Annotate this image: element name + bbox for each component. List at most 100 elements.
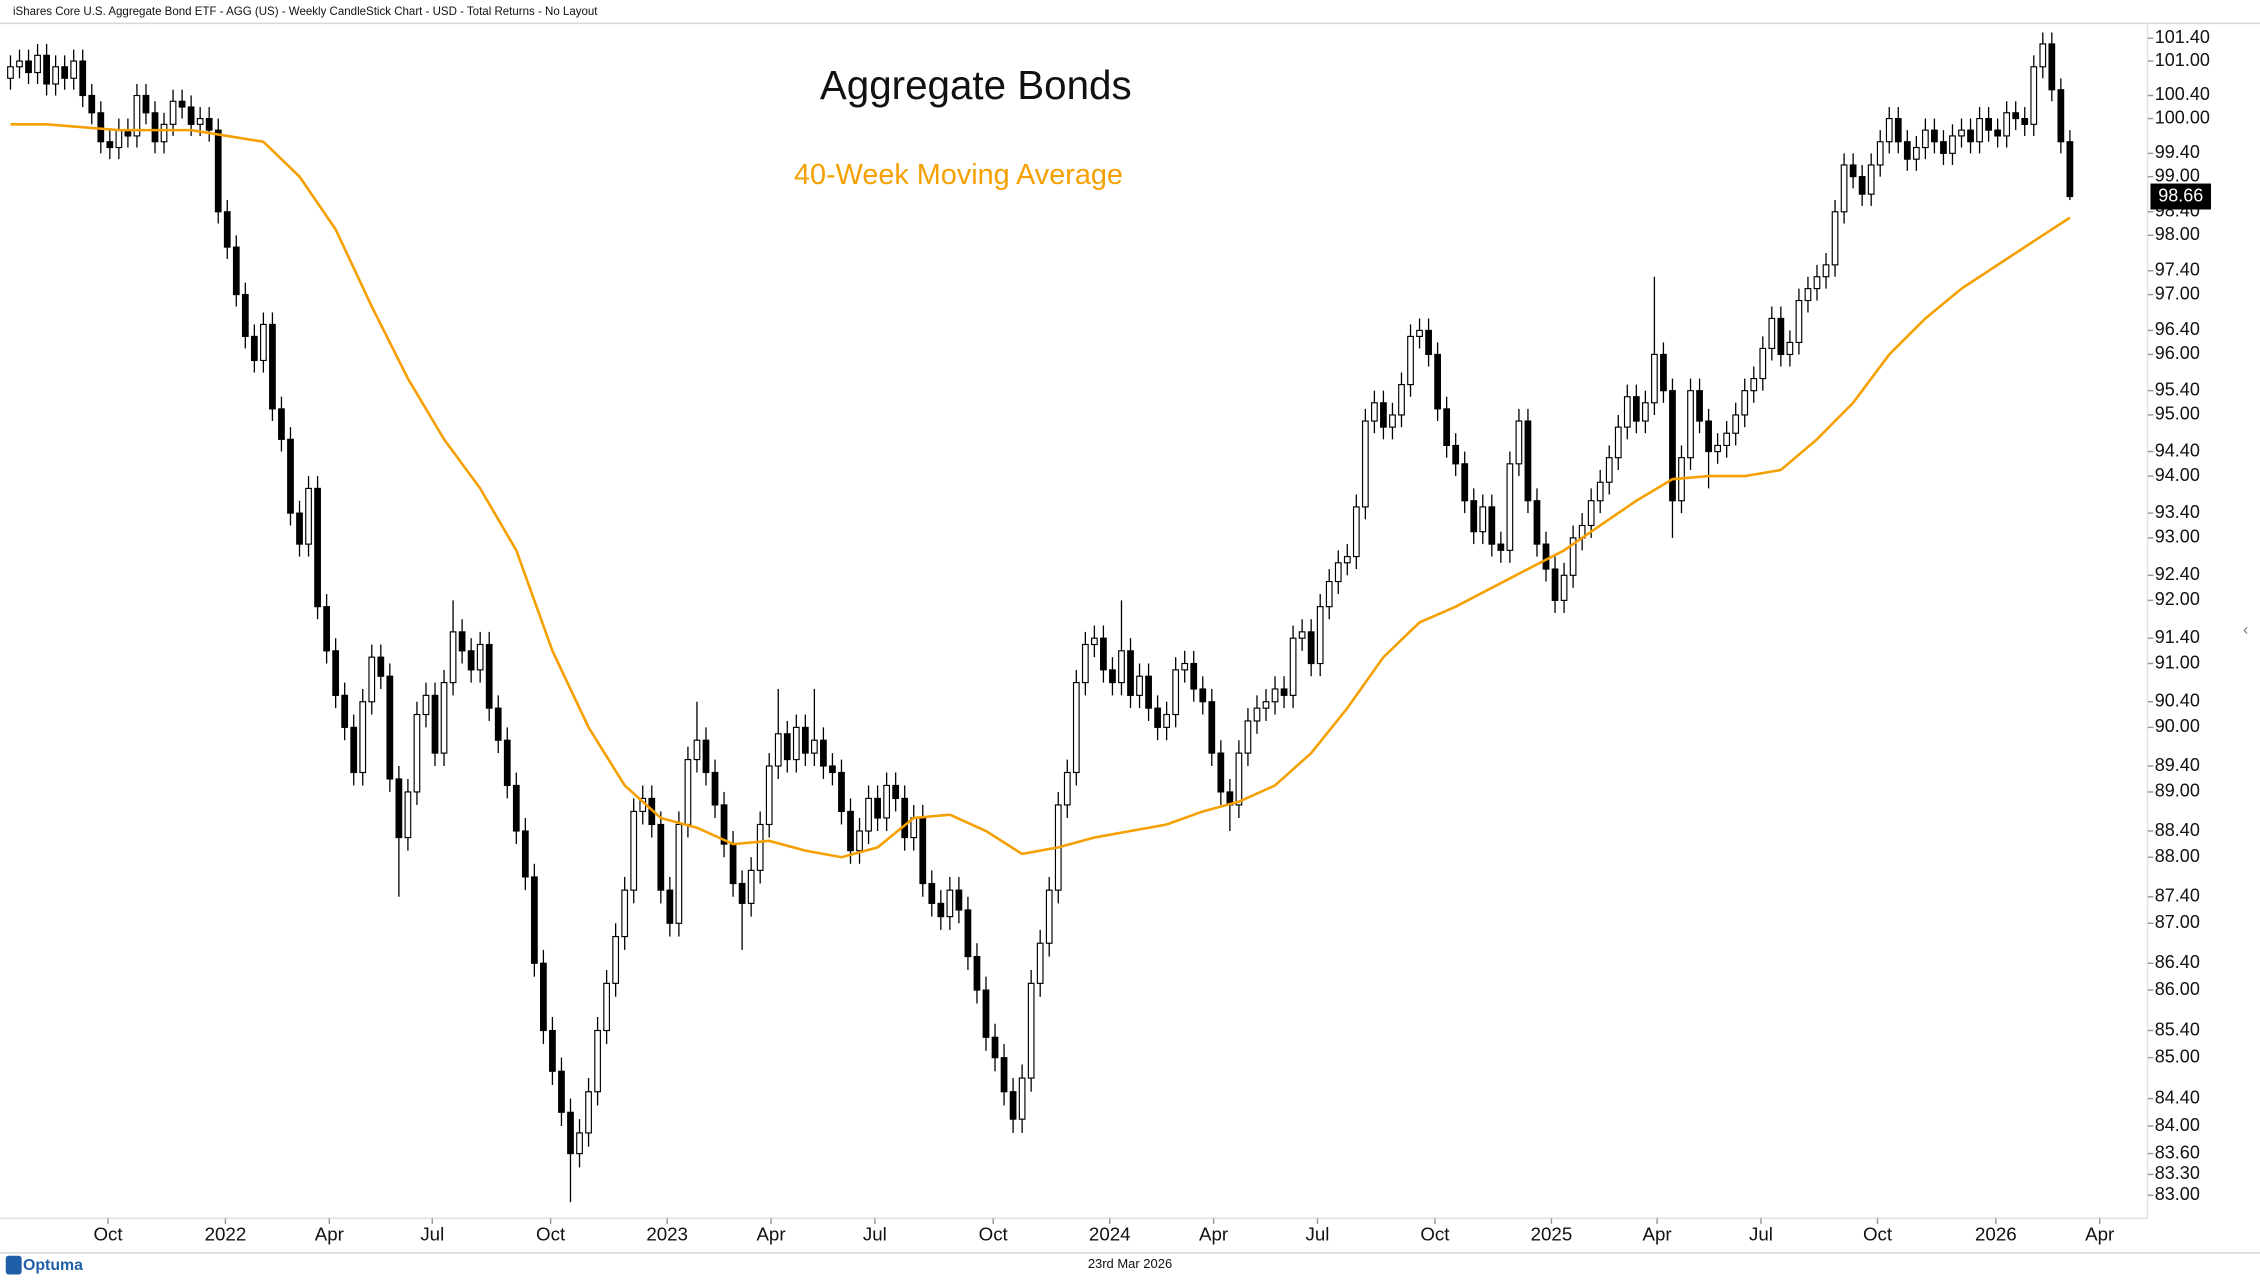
candle-body: [1623, 396, 1631, 428]
candle-body: [1885, 117, 1893, 143]
candle-body: [621, 889, 629, 938]
candle-body: [1334, 562, 1342, 583]
candle-body: [594, 1029, 601, 1093]
y-tick-label: 91.40: [2155, 627, 2200, 647]
candle-body: [1389, 414, 1396, 428]
candle-body: [142, 94, 150, 114]
candle-body: [1894, 117, 1902, 143]
candle-body: [1181, 662, 1189, 671]
y-tick-label: 94.40: [2155, 440, 2200, 460]
candle-body: [1587, 500, 1595, 527]
candle-body: [368, 656, 376, 703]
candle-body: [1506, 463, 1514, 551]
candle-body: [1217, 752, 1225, 793]
candle-body: [16, 60, 23, 68]
plot-area: 101.40101.00100.40100.0099.4099.0098.409…: [7, 27, 2211, 1245]
candle-body: [1343, 555, 1351, 564]
y-tick-label: 84.00: [2155, 1115, 2200, 1135]
candle-body: [503, 739, 511, 787]
x-tick-label: Jul: [420, 1224, 444, 1245]
candle-body: [630, 810, 638, 891]
candle-body: [1018, 1077, 1026, 1120]
x-tick-label: Jul: [863, 1224, 887, 1245]
candle-body: [1109, 669, 1116, 684]
candle-body: [2030, 66, 2038, 125]
candle-body: [1045, 889, 1053, 944]
candle-body: [1352, 506, 1360, 558]
candle-body: [973, 955, 981, 991]
y-tick-label: 95.40: [2155, 379, 2200, 399]
x-tick-label: Jul: [1749, 1224, 1773, 1245]
candle-body: [278, 408, 285, 440]
candle-body: [1262, 701, 1270, 709]
y-tick-label: 89.00: [2155, 781, 2200, 801]
candle-body: [702, 739, 710, 774]
candle-body: [549, 1029, 556, 1072]
candle-body: [865, 797, 872, 832]
y-tick-label: 93.00: [2155, 527, 2200, 547]
candle-body: [1470, 500, 1478, 533]
candle-body: [422, 694, 430, 716]
candle-body: [232, 246, 240, 296]
y-tick-label: 101.40: [2155, 27, 2210, 47]
candle-body: [738, 882, 746, 904]
candle-body: [395, 778, 403, 839]
candle-body: [386, 675, 394, 780]
x-tick-label: Oct: [536, 1224, 566, 1245]
candle-body: [1036, 942, 1044, 984]
candle-body: [2048, 43, 2056, 91]
y-tick-label: 92.00: [2155, 589, 2200, 609]
candle-body: [1596, 481, 1604, 502]
y-tick-label: 83.00: [2155, 1184, 2200, 1204]
candle-body: [919, 817, 927, 885]
candle-body: [7, 66, 14, 79]
x-tick-label: 2022: [205, 1224, 247, 1245]
candle-body: [1723, 432, 1731, 447]
candle-body: [838, 771, 845, 813]
candle-body: [1118, 650, 1125, 684]
candle-body: [1497, 543, 1505, 551]
candle-body: [684, 758, 692, 826]
candle-body: [476, 643, 484, 671]
candle-body: [937, 902, 945, 918]
candle-body: [928, 882, 936, 904]
candle-body: [1208, 701, 1216, 754]
candle-body: [765, 765, 773, 826]
candle-body: [1398, 384, 1405, 416]
candle-body: [1235, 752, 1243, 806]
candle-body: [1632, 396, 1640, 422]
moving-average-line: [10, 123, 2071, 859]
candle-body: [585, 1091, 592, 1134]
candle-body: [1687, 390, 1694, 459]
y-tick-label: 87.00: [2155, 912, 2200, 932]
candle-body: [1840, 164, 1848, 213]
candle-body: [323, 606, 330, 652]
brand-logo: Optuma: [5, 1255, 83, 1275]
candle-body: [1912, 146, 1920, 160]
candle-body: [1127, 650, 1134, 696]
candle-body: [1434, 353, 1441, 410]
y-tick-label: 91.00: [2155, 652, 2200, 672]
side-panel-toggle[interactable]: ‹: [2243, 621, 2248, 638]
y-tick-label: 92.40: [2155, 564, 2200, 584]
candle-body: [1515, 420, 1523, 465]
candle-body: [1804, 288, 1812, 302]
candle-body: [1244, 720, 1252, 754]
candle-body: [1136, 675, 1143, 696]
candle-body: [70, 60, 78, 79]
candle-body: [1795, 299, 1803, 343]
candle-body: [1316, 606, 1324, 665]
candle-body: [1858, 176, 1866, 195]
candle-body: [1768, 317, 1776, 350]
candle-body: [874, 797, 881, 819]
candle-body: [1551, 568, 1559, 601]
x-tick-label: 2024: [1089, 1224, 1131, 1245]
candle-body: [1072, 682, 1080, 774]
header-text: iShares Core U.S. Aggregate Bond ETF - A…: [13, 6, 598, 18]
candle-body: [1949, 135, 1956, 154]
candle-body: [1407, 335, 1414, 386]
candle-body: [2066, 141, 2074, 198]
candle-body: [440, 682, 448, 754]
candle-body: [467, 650, 475, 671]
